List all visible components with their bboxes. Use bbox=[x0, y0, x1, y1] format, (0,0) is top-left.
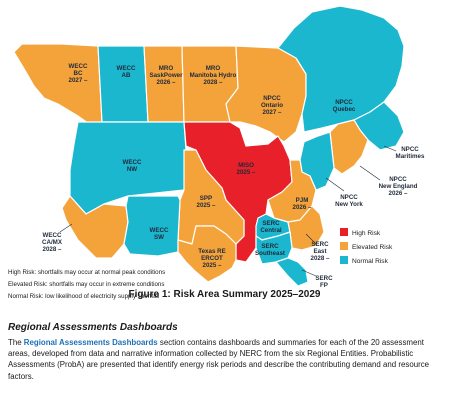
section-paragraph: The Regional Assessments Dashboards sect… bbox=[8, 337, 444, 382]
region-texas-re-ercot bbox=[177, 225, 237, 283]
region-label-pjm: PJM 2026 – bbox=[293, 197, 312, 211]
region-label-texas-re-ercot: Texas RE ERCOT 2025 – bbox=[198, 248, 225, 269]
legend-label-elevated: Elevated Risk bbox=[352, 244, 393, 251]
region-label-mro-saskpower: MRO SaskPower 2026 – bbox=[149, 65, 183, 86]
leader-line-npcc-new-york bbox=[325, 177, 345, 192]
leader-line-serc-east bbox=[305, 233, 317, 245]
region-label-npcc-quebec: NPCC Quebec bbox=[333, 99, 356, 113]
region-label-wecc-bc: WECC BC 2027 – bbox=[69, 63, 88, 84]
region-label-npcc-new-england: NPCC New England 2026 – bbox=[379, 176, 418, 197]
section-heading: Regional Assessments Dashboards bbox=[8, 322, 178, 333]
region-label-npcc-maritimes: NPCC Maritimes bbox=[396, 146, 425, 160]
region-label-spp: SPP 2025 – bbox=[197, 195, 216, 209]
region-wecc-sw bbox=[123, 195, 181, 257]
region-label-miso: MISO 2025 – bbox=[237, 162, 256, 176]
high-risk-description: High Risk: shortfalls may occur at norma… bbox=[8, 269, 166, 276]
normal-risk-description: Normal Risk: low likelihood of electrici… bbox=[8, 293, 160, 300]
region-serc-fp bbox=[275, 257, 309, 287]
region-label-serc-central: SERC Central bbox=[260, 220, 282, 234]
leader-line-wecc-ca-mx bbox=[59, 223, 73, 233]
figure-caption: Figure 1: Risk Area Summary 2025–2029 bbox=[128, 289, 321, 300]
legend-label-normal: Normal Risk bbox=[352, 258, 389, 265]
region-wecc-bc bbox=[13, 43, 103, 127]
risk-area-map: WECC BC 2027 – WECC AB MRO SaskPower 2026 – MRO M… bbox=[13, 5, 425, 289]
leader-line-npcc-maritimes bbox=[383, 145, 397, 152]
region-wecc-ab bbox=[97, 45, 149, 123]
legend-swatch-elevated bbox=[340, 242, 348, 250]
legend-swatch-high bbox=[340, 228, 348, 236]
region-label-wecc-sw: WECC SW bbox=[150, 227, 169, 241]
region-label-mro-manitoba: MRO Manitoba Hydro 2028 – bbox=[190, 65, 237, 86]
regional-dashboards-link[interactable]: Regional Assessments Dashboards bbox=[23, 338, 158, 347]
leader-line-npcc-new-england bbox=[359, 165, 381, 181]
region-label-serc-southeast: SERC Southeast bbox=[255, 243, 285, 257]
region-label-wecc-ab: WECC AB bbox=[117, 65, 136, 79]
region-label-serc-fp: SERC FP bbox=[315, 275, 333, 289]
legend-swatch-normal bbox=[340, 256, 348, 264]
paragraph-intro: The bbox=[8, 338, 24, 347]
region-wecc-ca-mx bbox=[61, 195, 129, 259]
region-serc-southeast bbox=[255, 231, 293, 265]
elevated-risk-description: Elevated Risk: shortfalls may occur in e… bbox=[8, 281, 165, 288]
legend-label-high: High Risk bbox=[352, 230, 381, 237]
paragraph-body: section contains dashboards and summarie… bbox=[8, 338, 430, 381]
region-label-wecc-nw: WECC NW bbox=[123, 159, 142, 173]
region-label-wecc-ca-mx: WECC CA/MX 2028 – bbox=[42, 232, 63, 253]
region-label-serc-east: SERC East 2028 – bbox=[311, 241, 330, 262]
region-label-npcc-new-york: NPCC New York bbox=[335, 194, 363, 208]
map-legend: High Risk Elevated Risk Normal Risk bbox=[340, 228, 393, 265]
region-label-npcc-ontario: NPCC Ontario 2027 – bbox=[261, 95, 283, 116]
leader-line-serc-fp bbox=[301, 269, 317, 277]
